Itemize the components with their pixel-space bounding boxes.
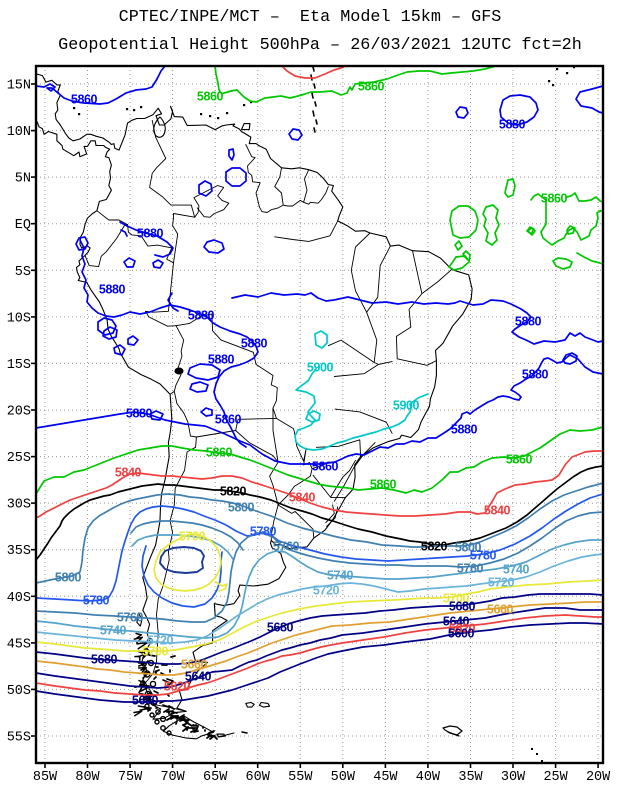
svg-text:5860: 5860 [206,446,233,460]
svg-text:5760: 5760 [273,540,300,554]
svg-text:75W: 75W [118,770,143,785]
svg-text:5800: 5800 [55,571,82,585]
svg-text:5840: 5840 [115,466,142,480]
svg-text:5680: 5680 [449,600,476,614]
svg-text:EQ: EQ [15,218,31,233]
svg-text:5860: 5860 [541,192,568,206]
svg-text:70W: 70W [160,770,185,785]
svg-text:5880: 5880 [499,118,526,132]
svg-text:5600: 5600 [448,627,475,641]
svg-text:5760: 5760 [457,562,484,576]
svg-text:5720: 5720 [488,576,515,590]
svg-text:60W: 60W [246,770,271,785]
svg-text:CPTEC/INPE/MCT – Eta Model 15: CPTEC/INPE/MCT – Eta Model 15km – GFS [119,8,502,27]
svg-text:25S: 25S [7,451,31,466]
svg-text:5680: 5680 [267,621,294,635]
svg-text:80W: 80W [75,770,100,785]
svg-text:5740: 5740 [327,569,354,583]
svg-text:10S: 10S [7,311,31,326]
svg-text:5620: 5620 [164,680,191,694]
svg-text:5640: 5640 [443,615,470,629]
svg-text:55W: 55W [288,770,313,785]
svg-text:5900: 5900 [393,399,420,413]
svg-text:25W: 25W [543,770,568,785]
svg-text:30W: 30W [501,770,526,785]
svg-text:5760: 5760 [117,611,144,625]
svg-text:35S: 35S [7,544,31,559]
svg-text:5880: 5880 [451,423,478,437]
svg-text:5680: 5680 [91,653,118,667]
svg-text:45W: 45W [373,770,398,785]
svg-text:20W: 20W [586,770,611,785]
svg-text:5660: 5660 [181,658,208,672]
svg-text:5860: 5860 [506,453,533,467]
svg-text:5720: 5720 [147,634,174,648]
svg-text:5880: 5880 [188,309,215,323]
svg-text:5660: 5660 [487,603,514,617]
svg-text:5880: 5880 [99,283,126,297]
svg-text:5740: 5740 [503,563,530,577]
svg-text:5840: 5840 [484,504,511,518]
svg-text:5620: 5620 [449,622,476,636]
svg-text:5860: 5860 [312,460,339,474]
svg-text:Geopotential Height 500hPa – 2: Geopotential Height 500hPa – 26/03/2021 … [58,36,582,55]
svg-text:40W: 40W [416,770,441,785]
svg-text:5700: 5700 [142,645,169,659]
svg-text:15S: 15S [7,358,31,373]
svg-text:5720: 5720 [313,584,340,598]
svg-text:5780: 5780 [83,594,110,608]
svg-text:5700: 5700 [179,530,206,544]
svg-text:5600: 5600 [132,694,159,708]
svg-text:5840: 5840 [289,491,316,505]
svg-text:5780: 5780 [470,549,497,563]
svg-text:5820: 5820 [421,540,448,554]
svg-text:20S: 20S [7,405,31,420]
svg-text:5740: 5740 [100,624,127,638]
svg-text:5N: 5N [15,172,31,187]
svg-text:5800: 5800 [228,501,255,515]
svg-text:5860: 5860 [358,80,385,94]
svg-text:85W: 85W [33,770,58,785]
svg-text:5780: 5780 [250,525,277,539]
svg-text:45S: 45S [7,637,31,652]
svg-text:30S: 30S [7,498,31,513]
svg-text:5880: 5880 [208,353,235,367]
svg-text:5880: 5880 [137,227,164,241]
svg-text:5880: 5880 [126,407,153,421]
svg-text:65W: 65W [203,770,228,785]
svg-text:5S: 5S [15,265,31,280]
svg-text:15N: 15N [7,79,31,94]
svg-text:5880: 5880 [241,337,268,351]
svg-text:50S: 50S [7,684,31,699]
svg-text:5900: 5900 [307,361,334,375]
svg-text:5860: 5860 [370,478,397,492]
svg-text:5860: 5860 [197,90,224,104]
svg-text:5880: 5880 [522,368,549,382]
svg-text:50W: 50W [331,770,356,785]
svg-text:5640: 5640 [185,670,212,684]
svg-text:5880: 5880 [515,315,542,329]
svg-text:40S: 40S [7,591,31,606]
svg-text:10N: 10N [7,125,31,140]
svg-text:5800: 5800 [455,541,482,555]
svg-text:5820: 5820 [220,485,247,499]
svg-text:5860: 5860 [71,93,98,107]
svg-text:5700: 5700 [443,592,470,606]
svg-text:35W: 35W [458,770,483,785]
svg-text:5860: 5860 [215,413,242,427]
svg-text:55S: 55S [7,731,31,746]
